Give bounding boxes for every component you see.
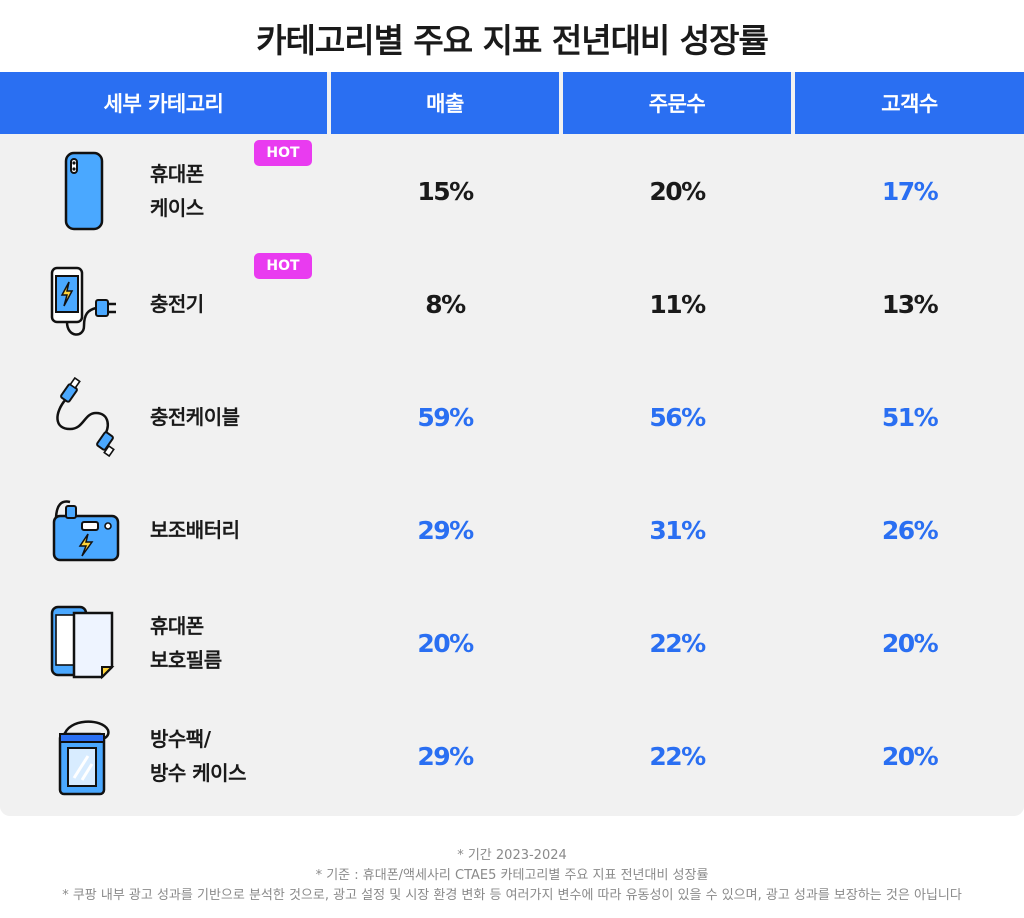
category-cell: 충전기 HOT — [0, 249, 327, 359]
sales-cell: 29% — [331, 475, 559, 585]
customers-value: 20% — [881, 741, 939, 771]
customers-value: 17% — [881, 176, 939, 206]
customers-value: 20% — [881, 628, 939, 658]
category-label: 휴대폰 보호필름 — [150, 614, 222, 672]
table-row: 충전기 HOT 8% 11% 13% — [0, 249, 1024, 359]
customers-value: 51% — [881, 402, 939, 432]
category-label: 보조배터리 — [150, 518, 240, 542]
category-cell: 방수팩/ 방수 케이스 — [0, 701, 327, 811]
sales-value: 29% — [417, 741, 474, 771]
table-row: 휴대폰 보호필름 20% 22% 20% — [0, 588, 1024, 698]
sales-value: 20% — [417, 628, 474, 658]
orders-value: 20% — [649, 176, 706, 206]
category-cell: 휴대폰 보호필름 — [0, 588, 327, 698]
screen-protector-icon — [44, 603, 124, 683]
category-label: 휴대폰 케이스 — [150, 162, 204, 220]
category-cell: 보조배터리 — [0, 475, 327, 585]
sales-cell: 15% — [331, 136, 559, 246]
customers-cell: 51% — [795, 362, 1024, 472]
table-row: 충전케이블 59% 56% 51% — [0, 362, 1024, 472]
footnotes: * 기간 2023-2024 * 기준 : 휴대폰/액세사리 CTAE5 카테고… — [0, 846, 1024, 906]
header-sales: 매출 — [331, 72, 559, 134]
category-label: 방수팩/ 방수 케이스 — [150, 727, 246, 785]
orders-value: 31% — [649, 515, 706, 545]
orders-cell: 20% — [563, 136, 791, 246]
orders-cell: 56% — [563, 362, 791, 472]
header-orders: 주문수 — [563, 72, 791, 134]
customers-cell: 13% — [795, 249, 1024, 359]
orders-cell: 11% — [563, 249, 791, 359]
sales-value: 29% — [417, 515, 474, 545]
waterproof-pouch-icon — [44, 716, 124, 796]
customers-value: 13% — [881, 289, 939, 319]
orders-cell: 22% — [563, 701, 791, 811]
header-category: 세부 카테고리 — [0, 72, 327, 134]
category-label: 충전기 — [150, 292, 204, 316]
customers-cell: 26% — [795, 475, 1024, 585]
header-customers: 고객수 — [795, 72, 1024, 134]
category-label: 충전케이블 — [150, 405, 240, 429]
sales-value: 59% — [417, 402, 474, 432]
footnote-basis: * 기준 : 휴대폰/액세사리 CTAE5 카테고리별 주요 지표 전년대비 성… — [315, 868, 709, 883]
customers-cell: 20% — [795, 588, 1024, 698]
hot-badge: HOT — [254, 253, 312, 279]
orders-cell: 22% — [563, 588, 791, 698]
sales-cell: 20% — [331, 588, 559, 698]
orders-cell: 31% — [563, 475, 791, 585]
orders-value: 56% — [649, 402, 706, 432]
table-row: 휴대폰 케이스 HOT 15% 20% 17% — [0, 136, 1024, 246]
customers-cell: 20% — [795, 701, 1024, 811]
sales-cell: 59% — [331, 362, 559, 472]
sales-value: 15% — [417, 176, 474, 206]
category-cell: 휴대폰 케이스 HOT — [0, 136, 327, 246]
table-header: 세부 카테고리 매출 주문수 고객수 — [0, 72, 1024, 134]
orders-value: 22% — [649, 628, 706, 658]
footnote-disclaimer: * 쿠팡 내부 광고 성과를 기반으로 분석한 것으로, 광고 설정 및 시장 … — [62, 888, 962, 903]
sales-cell: 8% — [331, 249, 559, 359]
page-title: 카테고리별 주요 지표 전년대비 성장률 — [256, 21, 769, 60]
growth-table: 세부 카테고리 매출 주문수 고객수 휴대폰 케이스 HOT 15% 20% 17% 충전… — [0, 72, 1024, 816]
hot-badge: HOT — [254, 140, 312, 166]
charging-cable-icon — [44, 376, 124, 458]
footnote-period: * 기간 2023-2024 — [457, 848, 567, 863]
orders-value: 22% — [649, 741, 706, 771]
table-row: 보조배터리 29% 31% 26% — [0, 475, 1024, 585]
phone-case-icon — [44, 151, 124, 231]
customers-value: 26% — [881, 515, 939, 545]
power-bank-icon — [44, 490, 124, 570]
table-row: 방수팩/ 방수 케이스 29% 22% 20% — [0, 701, 1024, 811]
sales-value: 8% — [425, 289, 466, 319]
sales-cell: 29% — [331, 701, 559, 811]
orders-value: 11% — [649, 289, 706, 319]
customers-cell: 17% — [795, 136, 1024, 246]
category-cell: 충전케이블 — [0, 362, 327, 472]
charger-icon — [44, 264, 124, 344]
